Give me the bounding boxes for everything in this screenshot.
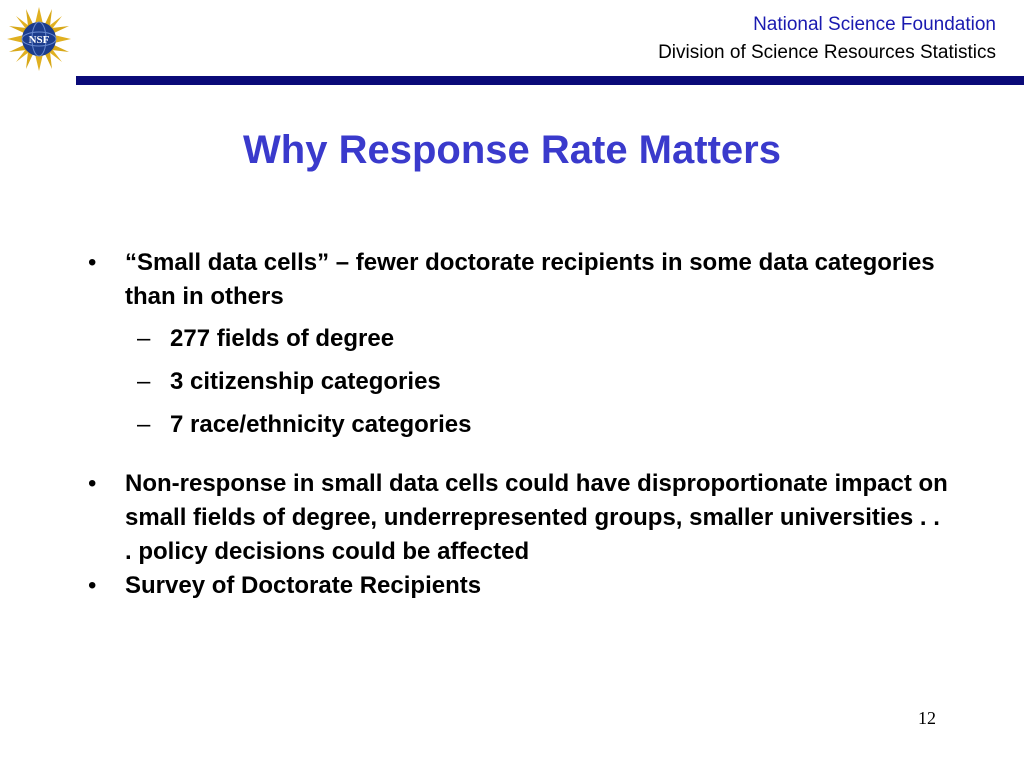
sub-bullet-marker: – [137,411,151,438]
bullet-text: Survey of Doctorate Recipients [125,572,482,599]
bullet-item-small-data-cells: • “Small data cells” – fewer doctorate r… [88,246,948,314]
org-header: National Science Foundation Division of … [658,13,996,65]
slide-body: • “Small data cells” – fewer doctorate r… [88,246,948,603]
sub-bullet-text: 277 fields of degree [170,325,395,352]
nsf-seal-icon: NSF [7,7,71,71]
sub-bullet-item: – 277 fields of degree [125,322,948,356]
sun-rays [7,7,71,71]
bullet-item-non-response: • Non-response in small data cells could… [88,467,948,569]
sub-bullet-text: 3 citizenship categories [170,368,441,395]
bullet-text: Non-response in small data cells could h… [125,470,948,565]
sub-bullet-item: – 3 citizenship categories [125,365,948,399]
bullet-marker: • [88,249,97,276]
sub-bullet-item: – 7 race/ethnicity categories [125,408,948,442]
bullet-item-survey: • Survey of Doctorate Recipients [88,569,948,603]
sub-bullet-marker: – [137,325,151,352]
sub-bullet-text: 7 race/ethnicity categories [170,411,472,438]
logo-text: NSF [29,34,50,46]
page-number: 12 [918,708,936,728]
division-name: Division of Science Resources Statistics [658,42,996,63]
sub-bullet-marker: – [137,368,151,395]
bullet-marker: • [88,470,97,497]
slide-title: Why Response Rate Matters [243,128,781,172]
bullet-text: “Small data cells” – fewer doctorate rec… [125,249,935,310]
header-divider [76,76,1024,85]
globe-disc [22,22,56,56]
organization-name: National Science Foundation [753,14,996,35]
sub-bullet-list: – 277 fields of degree – 3 citizenship c… [88,322,948,442]
bullet-marker: • [88,572,97,599]
